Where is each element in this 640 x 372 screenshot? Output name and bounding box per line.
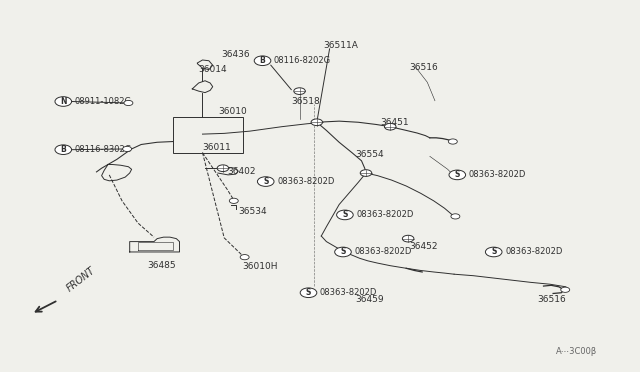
Circle shape (449, 139, 458, 144)
Circle shape (240, 254, 249, 260)
Circle shape (451, 214, 460, 219)
Circle shape (485, 247, 502, 257)
Circle shape (124, 100, 133, 106)
Text: 36402: 36402 (227, 167, 256, 176)
Text: FRONT: FRONT (65, 265, 97, 294)
Circle shape (123, 146, 132, 151)
Text: S: S (491, 247, 497, 256)
Circle shape (257, 177, 274, 186)
Text: 08363-8202D: 08363-8202D (277, 177, 335, 186)
Text: 36451: 36451 (381, 118, 410, 127)
Text: 08116-8302G: 08116-8302G (74, 145, 131, 154)
Text: 36516: 36516 (410, 63, 438, 72)
Circle shape (217, 165, 228, 171)
Text: S: S (263, 177, 268, 186)
Text: 36436: 36436 (221, 50, 250, 59)
Text: 36511A: 36511A (323, 41, 358, 50)
Circle shape (335, 247, 351, 257)
Text: 36010H: 36010H (242, 262, 278, 271)
Circle shape (337, 210, 353, 220)
Text: 36516: 36516 (537, 295, 566, 304)
Circle shape (561, 287, 570, 292)
Text: 08363-8202D: 08363-8202D (355, 247, 412, 256)
Text: 08116-8202G: 08116-8202G (273, 56, 330, 65)
Circle shape (55, 145, 72, 154)
Text: B: B (260, 56, 266, 65)
Text: A⋯3C00β: A⋯3C00β (556, 347, 598, 356)
Text: S: S (342, 211, 348, 219)
Text: 36485: 36485 (148, 261, 176, 270)
Text: 08363-8202D: 08363-8202D (356, 211, 414, 219)
Circle shape (300, 288, 317, 298)
Text: 08363-8202D: 08363-8202D (505, 247, 563, 256)
Bar (173, 118, 243, 153)
Text: 36010: 36010 (218, 108, 246, 116)
Circle shape (311, 119, 323, 126)
Circle shape (229, 198, 238, 203)
Text: 36452: 36452 (410, 241, 438, 250)
Text: S: S (340, 247, 346, 256)
Text: 36459: 36459 (356, 295, 385, 304)
Circle shape (294, 88, 305, 94)
Circle shape (254, 56, 271, 65)
Text: 36014: 36014 (198, 65, 227, 74)
Circle shape (403, 235, 414, 242)
Text: N: N (60, 97, 67, 106)
Text: 36554: 36554 (355, 150, 384, 159)
Circle shape (449, 170, 466, 180)
Text: 08911-1082G: 08911-1082G (74, 97, 131, 106)
Text: 36011: 36011 (202, 142, 230, 151)
Text: 36518: 36518 (291, 97, 320, 106)
Text: B: B (60, 145, 66, 154)
Text: 08363-8202D: 08363-8202D (320, 288, 378, 297)
Text: S: S (454, 170, 460, 179)
Circle shape (360, 170, 372, 176)
Text: 08363-8202D: 08363-8202D (468, 170, 526, 179)
Circle shape (55, 97, 72, 106)
Text: S: S (306, 288, 311, 297)
Text: 36534: 36534 (238, 208, 267, 217)
Circle shape (385, 124, 396, 130)
